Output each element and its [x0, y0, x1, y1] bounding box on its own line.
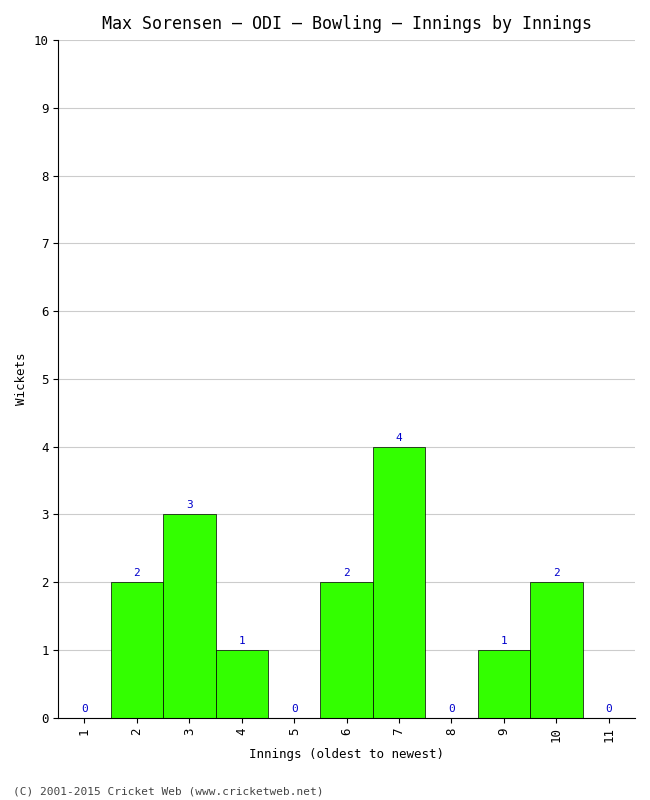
Bar [320, 582, 373, 718]
Text: 0: 0 [448, 704, 455, 714]
Bar [163, 514, 216, 718]
Text: 4: 4 [396, 433, 402, 442]
Text: 1: 1 [500, 636, 507, 646]
Bar [111, 582, 163, 718]
Title: Max Sorensen – ODI – Bowling – Innings by Innings: Max Sorensen – ODI – Bowling – Innings b… [101, 15, 592, 33]
Bar [216, 650, 268, 718]
Text: 2: 2 [133, 568, 140, 578]
Text: 2: 2 [553, 568, 560, 578]
Text: (C) 2001-2015 Cricket Web (www.cricketweb.net): (C) 2001-2015 Cricket Web (www.cricketwe… [13, 786, 324, 796]
Bar [478, 650, 530, 718]
Text: 0: 0 [291, 704, 298, 714]
Text: 3: 3 [186, 500, 193, 510]
Text: 0: 0 [605, 704, 612, 714]
Text: 0: 0 [81, 704, 88, 714]
X-axis label: Innings (oldest to newest): Innings (oldest to newest) [249, 748, 444, 761]
Bar [530, 582, 582, 718]
Text: 2: 2 [343, 568, 350, 578]
Y-axis label: Wickets: Wickets [15, 353, 28, 405]
Bar [373, 446, 425, 718]
Text: 1: 1 [239, 636, 245, 646]
